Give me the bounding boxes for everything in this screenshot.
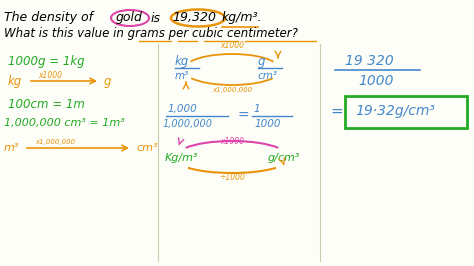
Text: x1000: x1000 — [220, 136, 244, 146]
Text: 1,000,000 cm³ = 1m³: 1,000,000 cm³ = 1m³ — [4, 118, 125, 128]
Text: is: is — [151, 11, 161, 24]
Text: kg/m³.: kg/m³. — [222, 11, 263, 24]
FancyBboxPatch shape — [345, 96, 467, 128]
Text: 100cm = 1m: 100cm = 1m — [8, 98, 85, 110]
Text: 1,000,000: 1,000,000 — [163, 119, 213, 129]
Text: cm³: cm³ — [258, 71, 278, 81]
Text: x1,000,000: x1,000,000 — [35, 139, 75, 145]
Text: The density of: The density of — [4, 11, 93, 24]
Text: m³: m³ — [175, 71, 189, 81]
Text: g: g — [104, 74, 111, 88]
Text: m³: m³ — [4, 143, 19, 153]
Text: What is this value in grams per cubic centimeter?: What is this value in grams per cubic ce… — [4, 27, 298, 39]
Text: Kg/m³: Kg/m³ — [165, 153, 199, 163]
Text: 19·32g/cm³: 19·32g/cm³ — [355, 104, 435, 118]
Text: 19,320: 19,320 — [172, 11, 216, 24]
Text: kg: kg — [175, 55, 189, 68]
Text: x1000: x1000 — [38, 70, 62, 80]
Text: 1: 1 — [254, 104, 261, 114]
Text: x1,000,000: x1,000,000 — [212, 87, 252, 93]
Text: =: = — [238, 109, 250, 123]
Text: 1000g = 1kg: 1000g = 1kg — [8, 55, 85, 68]
Text: 1000: 1000 — [255, 119, 282, 129]
Text: g/cm³: g/cm³ — [268, 153, 301, 163]
Text: ÷1000: ÷1000 — [219, 173, 245, 182]
Text: =: = — [330, 103, 343, 118]
Text: kg: kg — [8, 74, 22, 88]
Text: 19 320: 19 320 — [345, 54, 394, 68]
Text: g: g — [258, 55, 265, 68]
Text: gold: gold — [116, 11, 143, 24]
Text: 1,000: 1,000 — [168, 104, 198, 114]
Text: cm³: cm³ — [136, 143, 157, 153]
Text: 1000: 1000 — [358, 74, 393, 88]
Text: x1000: x1000 — [220, 41, 244, 51]
